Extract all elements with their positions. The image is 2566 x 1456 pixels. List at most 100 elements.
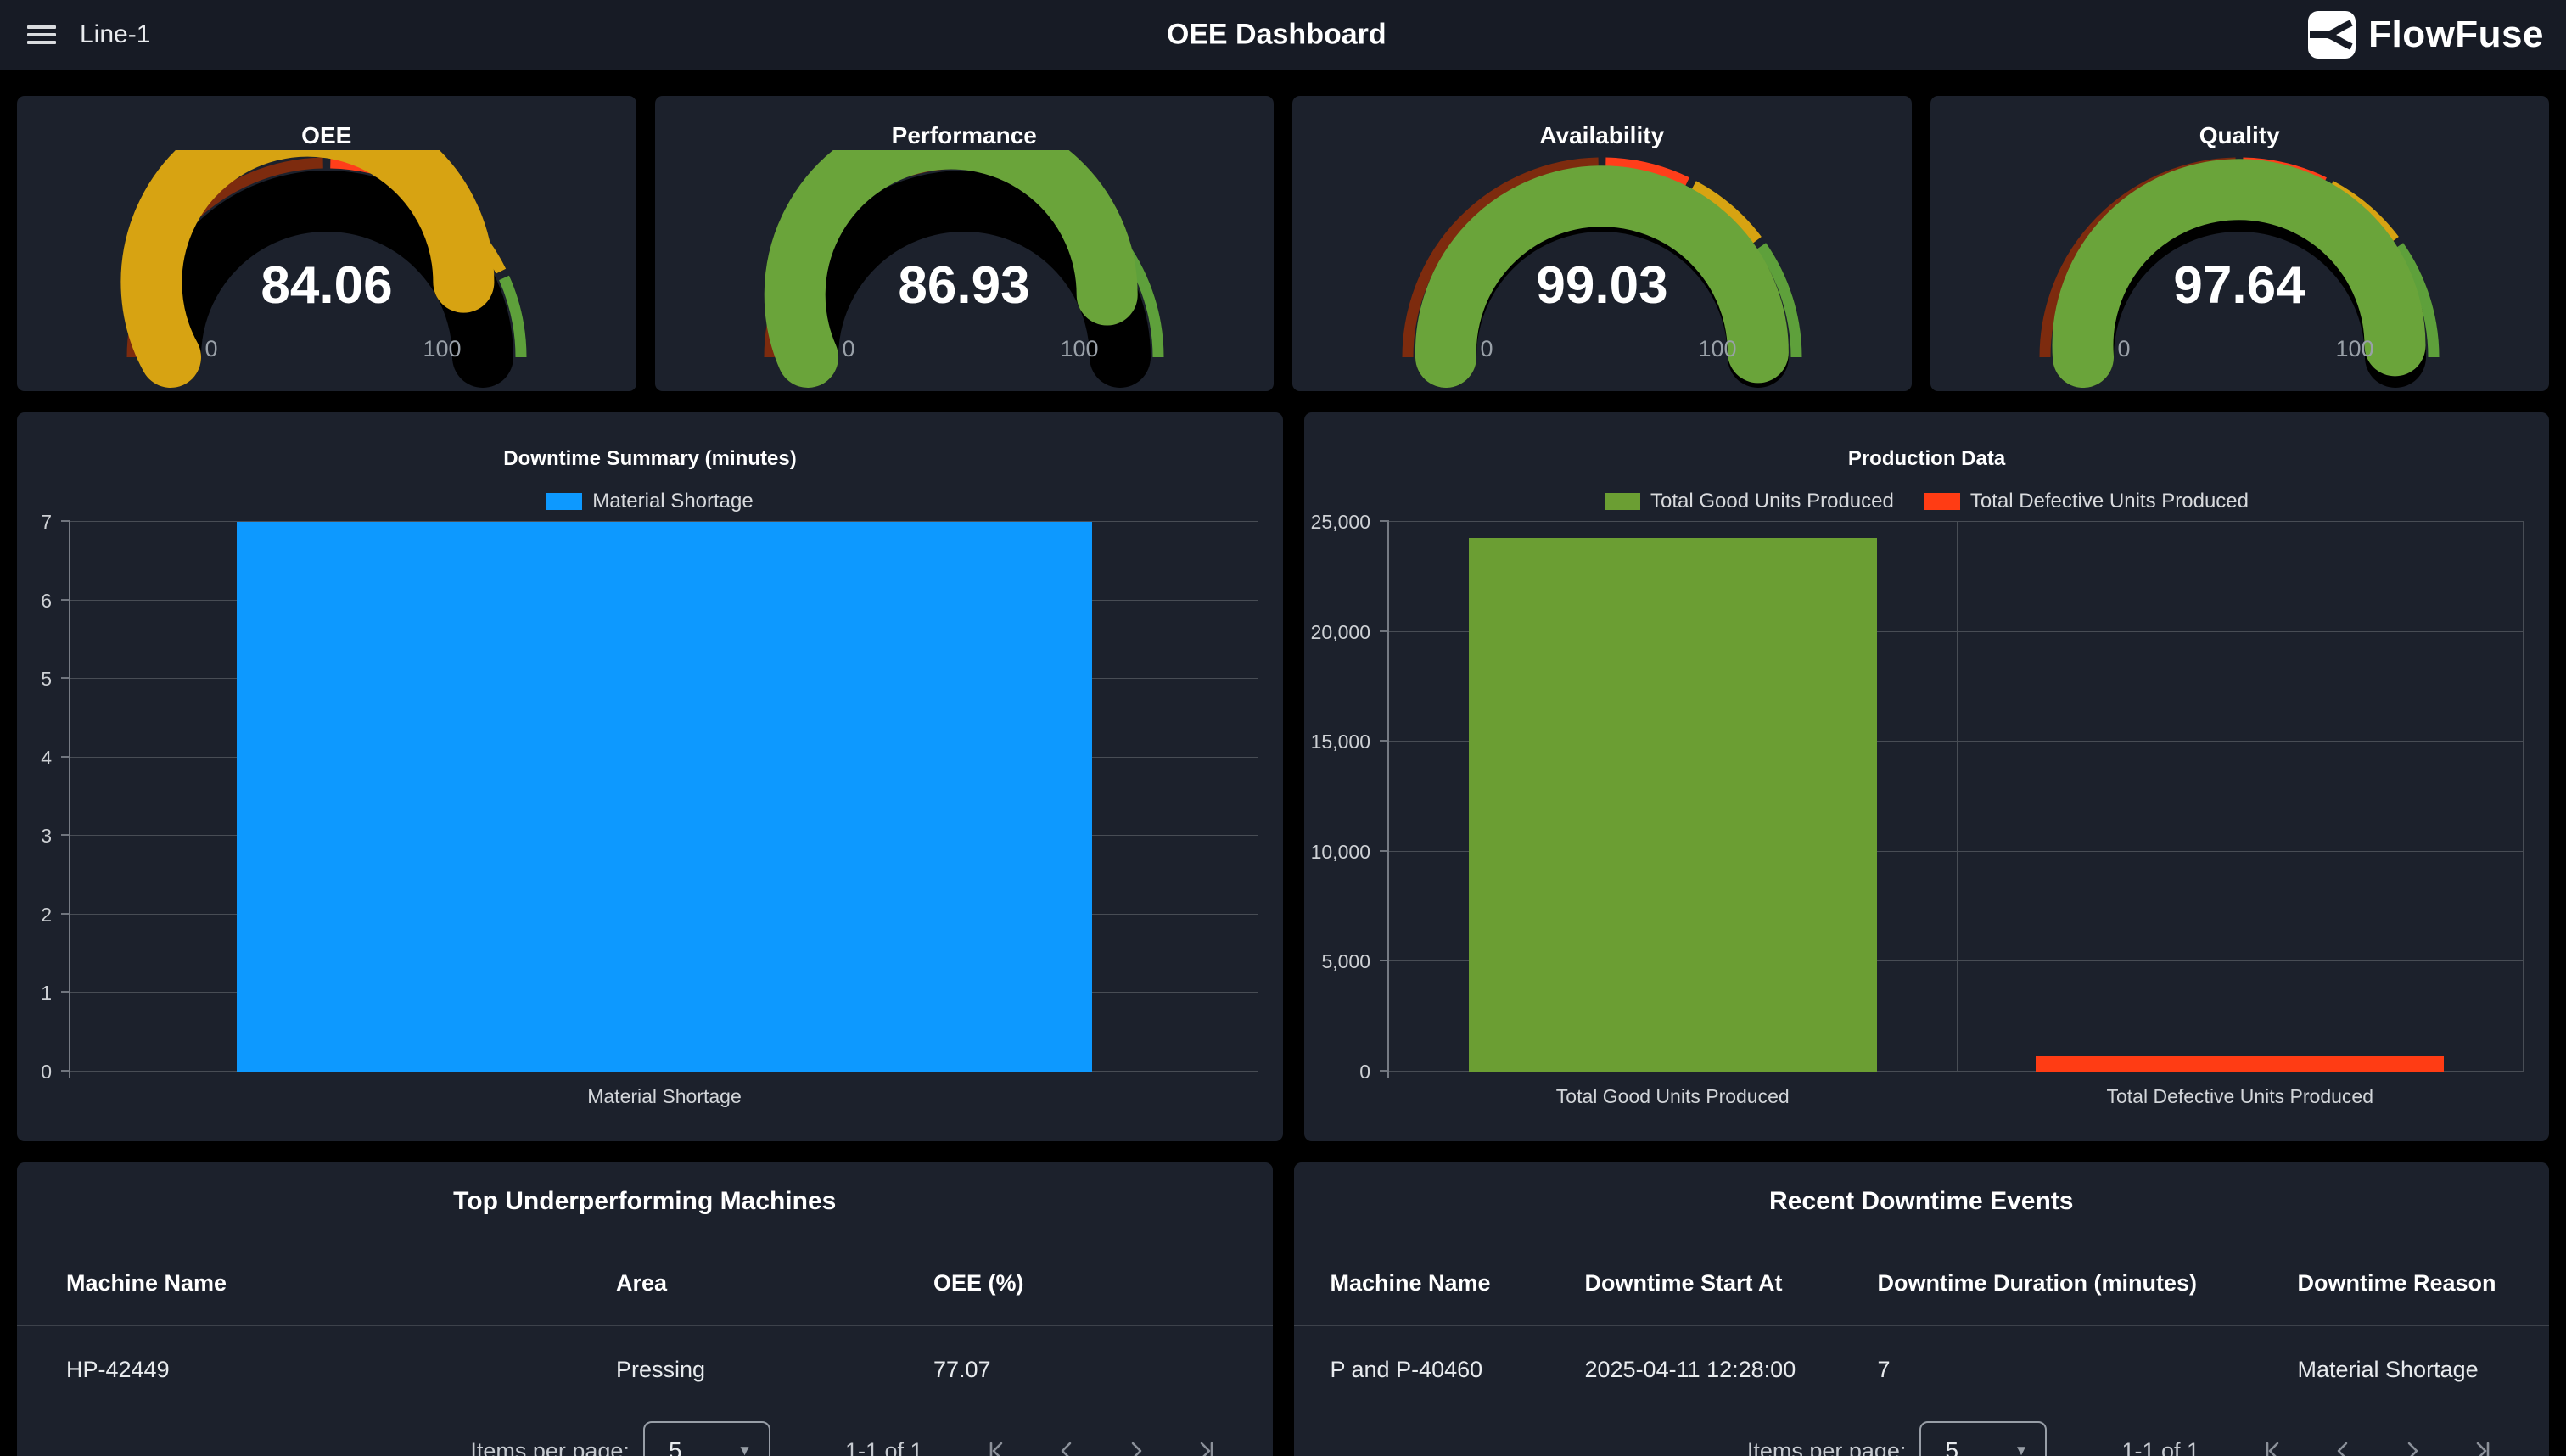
chart-title: Production Data [1847,447,2006,470]
flowfuse-logo: FlowFuse [2307,10,2544,59]
plot-right-border [2523,522,2524,1072]
pagination-bar: Items per page: 5 ▼ 1-1 of 1 [1294,1421,2550,1456]
gauge-min-label: 0 [2118,336,2131,361]
top-underperforming-machines-panel: Top Underperforming Machines Machine Name… [17,1162,1273,1456]
plot-area: 0 1 2 3 4 5 6 7 Material Shortage [41,512,1258,1107]
legend-label: Total Good Units Produced [1650,490,1894,512]
column-header: Downtime Duration (minutes) [1877,1270,2198,1296]
table-header-row: Machine Name Downtime Start At Downtime Du… [1293,1216,2549,1326]
y-tick-label: 5,000 [1321,950,1370,973]
y-tick [61,991,70,994]
legend-swatch [546,493,583,510]
chevron-down-icon: ▼ [2014,1442,2029,1456]
y-tick [1380,849,1389,852]
top-bar: Line-1 OEE Dashboard FlowFuse [0,0,2566,70]
y-tick [61,834,70,837]
gauge-oee-dial: 84.06 0 100 [120,150,527,388]
table-cell: 2025-04-11 12:28:00 [1584,1357,1796,1382]
y-axis-line [69,522,70,1078]
gauge-title: OEE [301,122,352,148]
y-tick-label: 3 [41,825,52,848]
y-tick [1380,1070,1389,1072]
table-row: P and P-40460 2025-04-11 12:28:00 7 Materia… [1293,1326,2549,1414]
legend-item[interactable]: Material Shortage [546,490,754,513]
y-tick [61,912,70,915]
x-category-label: Total Good Units Produced [1555,1085,1790,1107]
gauge-value-arc [764,150,1138,388]
column-header: Downtime Start At [1584,1270,1783,1296]
chevron-down-icon: ▼ [737,1442,752,1456]
gauge-min-label: 0 [1480,336,1493,361]
column-header: Machine Name [66,1270,227,1296]
gauge-availability-dial: 99.03 0 100 [1402,157,1802,388]
legend-swatch [1924,493,1960,510]
legend-item[interactable]: Total Defective Units Produced [1924,490,2249,513]
table-header-row: Machine Name Area OEE (%) [17,1216,1273,1326]
x-category-label: Material Shortage [587,1085,742,1107]
y-tick [1380,740,1389,742]
legend-item[interactable]: Total Good Units Produced [1605,490,1894,513]
menu-icon[interactable] [27,21,56,48]
table-cell: 7 [1877,1357,1891,1382]
items-per-page-select[interactable]: 5 ▼ [642,1421,770,1456]
items-per-page-value: 5 [668,1437,682,1456]
gauge-value: 84.06 [261,256,392,315]
gauge-card-oee: OEE 84.06 0 100 [17,96,636,391]
y-tick [1380,960,1389,962]
gauge-title: Performance [891,122,1037,148]
previous-page-button[interactable] [2330,1438,2356,1456]
y-tick-label: 25,000 [1310,511,1370,533]
items-per-page-label: Items per page: [1746,1437,1907,1456]
column-header: OEE (%) [933,1270,1024,1296]
y-tick-label: 20,000 [1310,620,1370,643]
y-tick-label: 7 [41,511,52,533]
y-tick [61,755,70,758]
legend-label: Total Defective Units Produced [1969,490,2249,512]
items-per-page-select[interactable]: 5 ▼ [1919,1421,2048,1456]
next-page-button[interactable] [2400,1438,2425,1456]
gauge-performance-dial: 86.93 0 100 [764,150,1164,388]
next-page-button[interactable] [1123,1438,1149,1456]
table-cell: HP-42449 [66,1357,170,1382]
first-page-button[interactable] [2261,1438,2286,1456]
y-tick-label: 4 [41,746,52,769]
gridline [1389,521,2524,522]
table-title: Recent Downtime Events [1769,1187,2074,1215]
last-page-button[interactable] [2469,1438,2495,1456]
gauge-value-arc [2052,159,2426,388]
pagination-buttons [984,1438,1219,1456]
y-tick [61,520,70,522]
column-header: Downtime Reason [2297,1270,2496,1296]
first-page-icon [989,1442,1002,1456]
previous-page-icon [2337,1442,2348,1456]
category-separator [1956,522,1958,1072]
y-tick-label: 1 [41,982,52,1005]
table-row: HP-42449 Pressing 77.07 [17,1326,1273,1414]
gauge-value: 97.64 [2174,256,2306,315]
last-page-icon [1200,1442,1213,1456]
column-header: Machine Name [1330,1270,1491,1296]
gauge-card-performance: Performance 86.93 0 100 [654,96,1274,391]
table-cell: Material Shortage [2297,1357,2479,1382]
y-axis-line [1387,522,1389,1078]
table-cell: P and P-40460 [1330,1357,1483,1382]
production-data-chart-panel: Production Data Total Good Units Produce… [1304,412,2549,1141]
gauge-max-label: 100 [423,336,461,361]
next-page-icon [1131,1442,1141,1456]
y-tick-label: 10,000 [1310,840,1370,863]
gauge-max-label: 100 [1061,336,1099,361]
previous-page-button[interactable] [1054,1438,1079,1456]
chart-title: Downtime Summary (minutes) [503,447,797,470]
y-tick-label: 5 [41,668,52,691]
gauge-value-arc [120,150,495,388]
bar-material-shortage [237,522,1092,1072]
x-category-label: Total Defective Units Produced [2106,1085,2374,1107]
gauge-title: Quality [2199,122,2280,148]
last-page-button[interactable] [1193,1438,1219,1456]
pagination-range: 1-1 of 1 [844,1437,923,1456]
first-page-button[interactable] [984,1438,1010,1456]
legend-swatch [1605,493,1640,510]
line-selector-label: Line-1 [80,20,151,48]
recent-downtime-events-panel: Recent Downtime Events Machine Name Downti… [1293,1162,2550,1456]
y-tick [61,677,70,680]
